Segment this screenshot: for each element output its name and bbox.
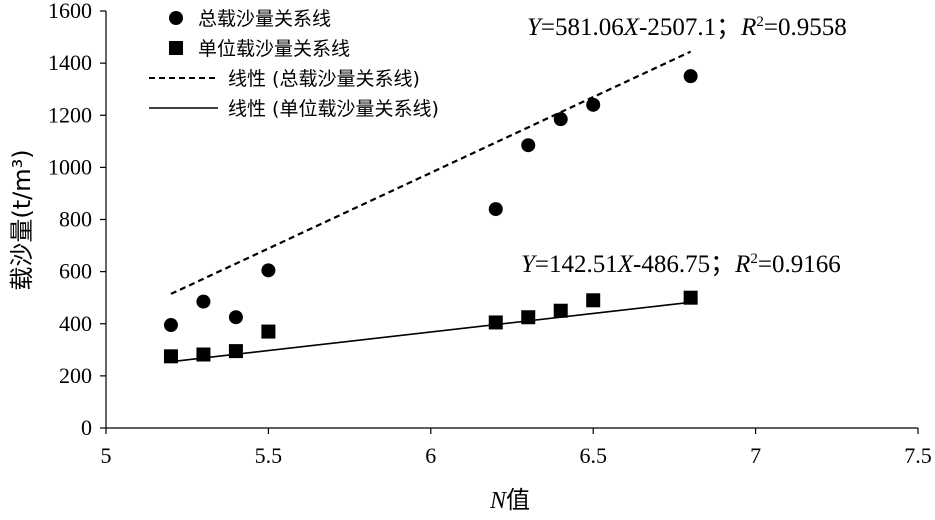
y-tick-label: 200 <box>59 363 92 388</box>
y-tick-label: 1000 <box>48 154 92 179</box>
point-total <box>196 294 211 309</box>
y-tick-label: 600 <box>59 259 92 284</box>
y-tick-label: 1200 <box>48 102 92 127</box>
point-unit <box>196 347 211 362</box>
y-tick-label: 400 <box>59 311 92 336</box>
legend-marker-circle <box>169 11 183 25</box>
x-tick-label: 5 <box>101 443 112 468</box>
legend-item-total: 总载沙量关系线 <box>198 8 331 30</box>
legend-item-unit-trend: 线性 (单位载沙量关系线) <box>228 98 439 120</box>
legend-marker-square <box>169 41 183 55</box>
y-tick-label: 1600 <box>48 0 92 23</box>
y-tick-label: 1400 <box>48 50 92 75</box>
point-unit <box>163 349 178 364</box>
trend-lines <box>170 50 692 363</box>
point-total <box>228 310 243 325</box>
point-total <box>261 263 276 278</box>
point-unit <box>683 290 698 305</box>
y-axis-title: 载沙量(t/m³) <box>8 149 36 290</box>
x-tick-label: 6 <box>425 443 436 468</box>
point-total <box>488 202 503 217</box>
equation-annotations: Y=581.06X-2507.1；R2=0.9558 Y=142.51X-486.… <box>521 14 847 278</box>
equation-unit: Y=142.51X-486.75；R2=0.9166 <box>521 251 841 278</box>
point-unit <box>553 303 568 318</box>
axes: 0 200 400 600 800 1000 1200 1400 1600 5 5.5 6 6.5 7 7.… <box>48 0 932 468</box>
trend-line-unit <box>170 301 691 363</box>
point-unit <box>586 293 601 308</box>
equation-total: Y=581.06X-2507.1；R2=0.9558 <box>527 14 847 41</box>
x-tick-label: 7.5 <box>904 443 932 468</box>
point-unit <box>261 324 276 339</box>
point-unit <box>521 310 536 325</box>
x-axis-title-var: N <box>489 488 508 514</box>
legend-item-total-trend: 线性 (总载沙量关系线) <box>228 68 420 90</box>
point-total <box>163 318 178 333</box>
x-axis-title-suffix: 值 <box>506 486 530 514</box>
point-total <box>586 97 601 112</box>
x-tick-label: 6.5 <box>579 443 607 468</box>
point-unit <box>488 315 503 330</box>
x-tick-label: 5.5 <box>255 443 283 468</box>
x-tick-label: 7 <box>750 443 761 468</box>
point-total <box>521 138 536 153</box>
point-unit <box>228 344 243 359</box>
point-total <box>553 112 568 127</box>
legend-item-unit: 单位载沙量关系线 <box>198 38 350 60</box>
y-tick-label: 800 <box>59 207 92 232</box>
point-total <box>683 69 698 84</box>
y-tick-label: 0 <box>81 415 92 440</box>
x-axis-title: N值 <box>489 486 530 514</box>
data-points <box>163 69 698 364</box>
trend-line-total <box>170 50 692 295</box>
